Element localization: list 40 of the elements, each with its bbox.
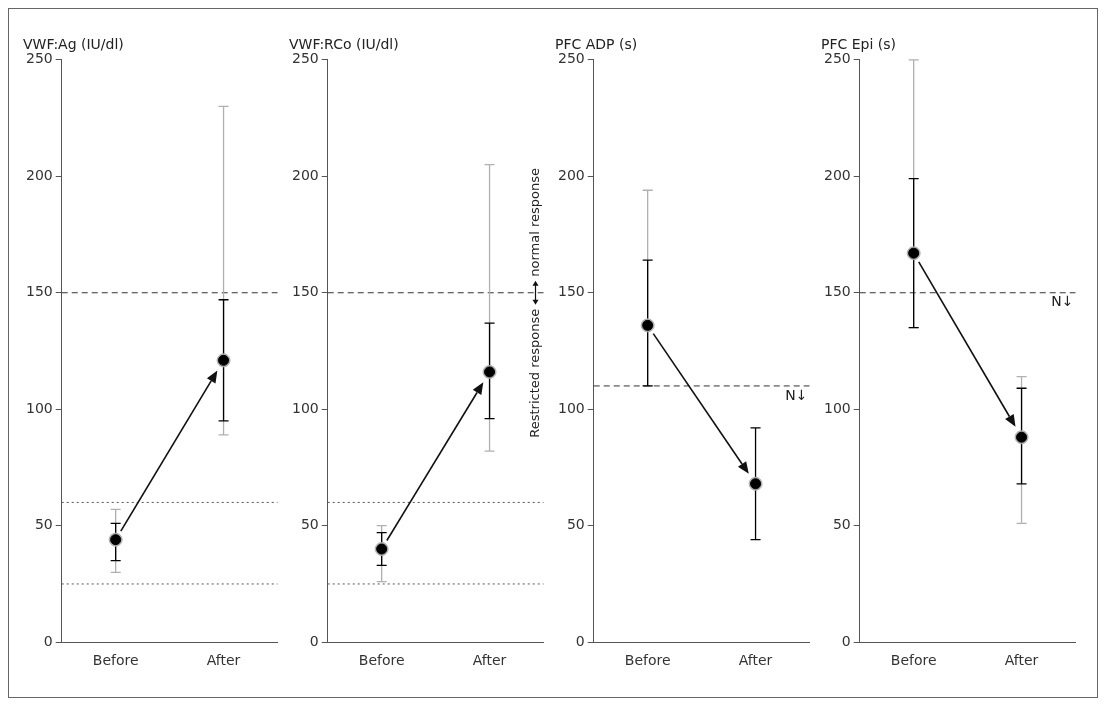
- y-tick-label: 150: [291, 283, 319, 300]
- x-tick-label: After: [738, 652, 773, 669]
- x-tick-label: Before: [890, 652, 937, 669]
- y-tick-label: 200: [291, 166, 319, 183]
- y-tick-label: 250: [823, 50, 851, 67]
- chart-title: PFC Epi (s): [821, 36, 897, 53]
- y-tick-label: 50: [300, 516, 319, 533]
- y-tick-label: 0: [43, 632, 53, 649]
- y-tick-label: 100: [557, 399, 585, 416]
- x-tick-label: After: [1004, 652, 1039, 669]
- y-tick-label: 100: [25, 399, 53, 416]
- y-tick-label: 250: [291, 50, 319, 67]
- annotation: normal response: [526, 168, 542, 277]
- x-tick-label: Before: [624, 652, 671, 669]
- y-tick-label: 100: [823, 399, 851, 416]
- ref-line-label: N↓: [1051, 293, 1074, 310]
- y-tick-label: 0: [841, 632, 851, 649]
- y-tick-label: 0: [309, 632, 319, 649]
- chart-title: PFC ADP (s): [555, 36, 638, 53]
- x-tick-label: After: [472, 652, 507, 669]
- annotation: Restricted response: [526, 308, 542, 438]
- y-tick-label: 150: [557, 283, 585, 300]
- y-tick-label: 50: [34, 516, 53, 533]
- y-tick-label: 50: [566, 516, 585, 533]
- ref-line-label: N↓: [785, 386, 808, 403]
- x-tick-label: Before: [92, 652, 139, 669]
- y-tick-label: 150: [25, 283, 53, 300]
- x-tick-label: After: [206, 652, 241, 669]
- chart-title: VWF:Ag (IU/dl): [23, 36, 124, 53]
- y-tick-label: 200: [557, 166, 585, 183]
- y-tick-label: 50: [832, 516, 851, 533]
- x-tick-label: Before: [358, 652, 405, 669]
- y-tick-label: 150: [823, 283, 851, 300]
- y-tick-label: 100: [291, 399, 319, 416]
- y-tick-label: 200: [25, 166, 53, 183]
- y-tick-label: 200: [823, 166, 851, 183]
- chart-title: VWF:RCo (IU/dl): [289, 36, 399, 53]
- y-tick-label: 0: [575, 632, 585, 649]
- y-tick-label: 250: [557, 50, 585, 67]
- y-tick-label: 250: [25, 50, 53, 67]
